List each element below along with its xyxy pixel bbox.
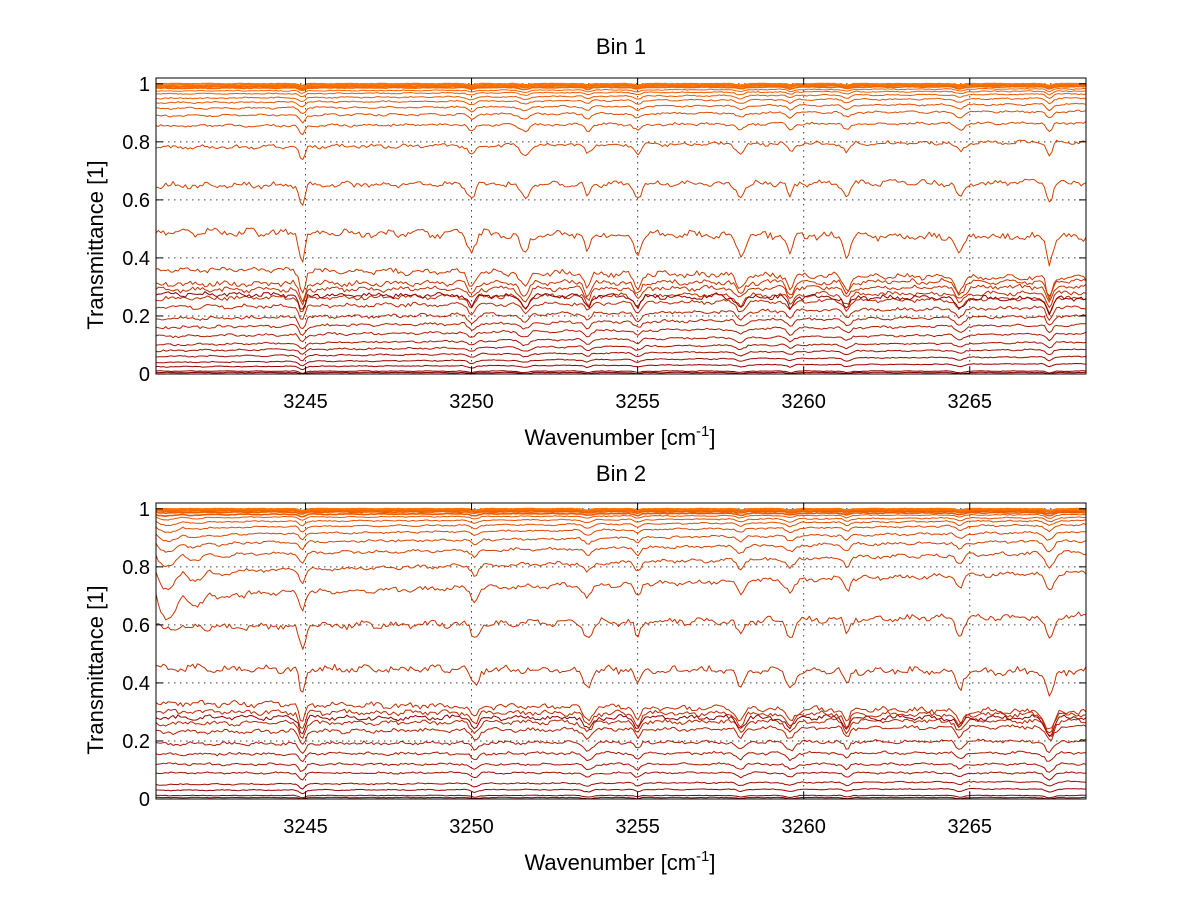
series-line: [155, 796, 1087, 800]
y-tick-label: 1: [139, 74, 150, 96]
y-tick-label: 0.6: [122, 615, 150, 637]
x-axis-label-suffix: ]: [709, 850, 715, 875]
series-line: [155, 708, 1087, 734]
series-line: [155, 550, 1087, 591]
series-line: [155, 370, 1087, 374]
series-line: [155, 109, 1087, 124]
series-line: [156, 724, 1087, 745]
series-line: [155, 523, 1087, 542]
series-line: [155, 516, 1087, 527]
x-axis-label-main: Wavenumber [cm: [524, 425, 696, 450]
series-line: [155, 511, 1087, 518]
x-tick-label: 3255: [615, 391, 660, 413]
series-line: [155, 290, 1087, 313]
series-line: [155, 507, 1087, 512]
x-tick-label: 3245: [283, 391, 328, 413]
series-line: [155, 510, 1087, 515]
series-line: [156, 371, 1087, 375]
series-line: [155, 519, 1087, 534]
series-line: [155, 323, 1087, 343]
x-tick-label: 3250: [449, 816, 494, 838]
x-tick-label: 3260: [781, 816, 826, 838]
series-line: [155, 341, 1087, 355]
axes-frame: [155, 77, 1087, 375]
series-line: [155, 331, 1087, 350]
x-tick-label: 3250: [449, 391, 494, 413]
x-tick-label: 3260: [781, 391, 826, 413]
series-line: [156, 85, 1087, 91]
x-axis-label: Wavenumber [cm-1]: [524, 848, 715, 875]
y-tick-label: 0.4: [122, 673, 150, 695]
y-tick-label: 0: [139, 364, 150, 386]
series-line: [155, 283, 1087, 306]
series-line: [156, 305, 1087, 330]
y-tick-label: 0.8: [122, 132, 150, 154]
panel-title: Bin 1: [596, 34, 646, 59]
x-tick-label: 3265: [948, 816, 993, 838]
x-tick-label: 3265: [948, 391, 993, 413]
panel-bin-1: Bin 1 3245 3250 3255 3260 3265 0 0.2 0.4 0.6 0.8 1…: [83, 34, 1087, 450]
plot-area: 3245 3250 3255 3260 3265 0 0.2 0.4 0.6 0.8 1: [122, 74, 1087, 413]
series-line: [155, 794, 1087, 799]
y-tick-label: 0.2: [122, 306, 150, 328]
series-line: [155, 178, 1087, 206]
series-line: [155, 277, 1087, 303]
series-line: [155, 102, 1087, 114]
series-line: [155, 87, 1087, 94]
series-line: [155, 663, 1087, 697]
y-tick-label: 0.6: [122, 190, 150, 212]
y-tick-label: 1: [139, 499, 150, 521]
series-line: [155, 539, 1087, 568]
series-line: [155, 266, 1087, 301]
x-tick-label: 3255: [615, 816, 660, 838]
series-line: [155, 82, 1086, 87]
series-line: [155, 363, 1087, 371]
plot-area: 3245 3250 3255 3260 3265 0 0.2 0.4 0.6 0.8 1: [122, 499, 1087, 838]
series-line: [155, 90, 1087, 97]
series-line: [155, 348, 1087, 362]
series-line: [155, 611, 1086, 650]
series-line: [155, 120, 1087, 136]
series-line: [155, 355, 1087, 367]
series-line: [156, 788, 1087, 795]
series-line: [155, 762, 1087, 773]
panel-title: Bin 2: [596, 461, 646, 486]
y-tick-label: 0.4: [122, 248, 150, 270]
x-axis-label: Wavenumber [cm-1]: [524, 423, 715, 450]
series-line: [155, 570, 1087, 621]
series-line: [155, 139, 1087, 161]
series-line: [155, 314, 1087, 336]
series-line: [155, 780, 1087, 790]
x-axis-label-main: Wavenumber [cm: [524, 850, 696, 875]
x-tick-label: 3245: [283, 816, 328, 838]
series-line: [155, 97, 1087, 108]
panel-bin-2: Bin 2 3245 3250 3255 3260 3265 0 0.2 0.4 0.6 0.8 1…: [83, 461, 1087, 875]
y-tick-label: 0.8: [122, 557, 150, 579]
series-line: [155, 227, 1087, 267]
series-line: [155, 738, 1087, 754]
axes-frame: [155, 502, 1087, 800]
series-line: [155, 531, 1087, 553]
series-line: [155, 771, 1087, 781]
series-line: [155, 92, 1087, 102]
y-tick-label: 0.2: [122, 731, 150, 753]
x-axis-label-superscript: -1: [696, 423, 709, 440]
series-line: [155, 84, 1086, 90]
series-line: [155, 291, 1087, 316]
y-axis-label: Transmittance [1]: [83, 160, 108, 329]
y-tick-label: 0: [139, 789, 150, 811]
series-line: [155, 714, 1087, 737]
series-line: [155, 718, 1087, 739]
series-line: [155, 513, 1087, 521]
y-axis-label: Transmittance [1]: [83, 585, 108, 754]
series-line: [155, 699, 1087, 730]
series-line: [155, 750, 1086, 763]
x-axis-label-suffix: ]: [709, 425, 715, 450]
x-axis-label-superscript: -1: [696, 848, 709, 865]
